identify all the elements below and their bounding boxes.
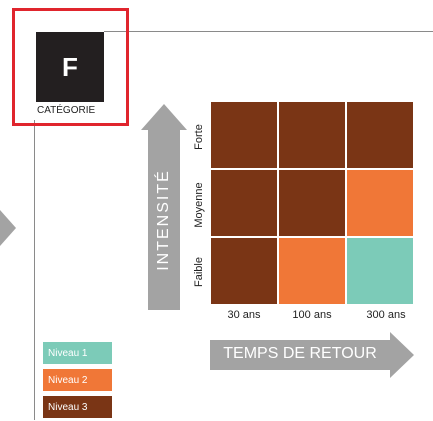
category-letter: F <box>62 51 78 82</box>
intensity-axis-title: INTENSITÉ <box>155 169 172 271</box>
legend-item-niveau-3: Niveau 3 <box>43 396 112 418</box>
col-label-30: 30 ans <box>227 309 261 321</box>
matrix-cell <box>347 102 413 168</box>
return-arrow <box>210 340 390 370</box>
frame-left-line <box>34 120 35 420</box>
matrix-cell <box>279 102 345 168</box>
row-label-forte: Forte <box>193 124 205 150</box>
matrix-cell <box>211 170 277 236</box>
row-label-faible: Faible <box>193 257 205 287</box>
matrix-cell <box>211 102 277 168</box>
intensity-arrow-head <box>141 104 187 130</box>
frame-top-line <box>104 31 433 32</box>
matrix-cell <box>347 170 413 236</box>
side-arrow-icon <box>0 210 16 246</box>
return-arrow-head <box>390 332 414 378</box>
legend-item-niveau-1: Niveau 1 <box>43 342 112 364</box>
matrix-cell <box>279 238 345 304</box>
category-label: CATÉGORIE <box>37 105 96 116</box>
return-axis-title: TEMPS DE RETOUR <box>223 345 377 362</box>
legend-item-niveau-2: Niveau 2 <box>43 369 112 391</box>
col-label-100: 100 ans <box>292 309 332 321</box>
intensity-arrow <box>148 130 180 310</box>
highlight-box <box>12 8 129 126</box>
row-label-moyenne: Moyenne <box>193 182 205 228</box>
category-box <box>36 32 104 102</box>
matrix-cell <box>211 238 277 304</box>
col-label-300: 300 ans <box>366 309 406 321</box>
matrix-cell <box>347 238 413 304</box>
matrix-cell <box>279 170 345 236</box>
